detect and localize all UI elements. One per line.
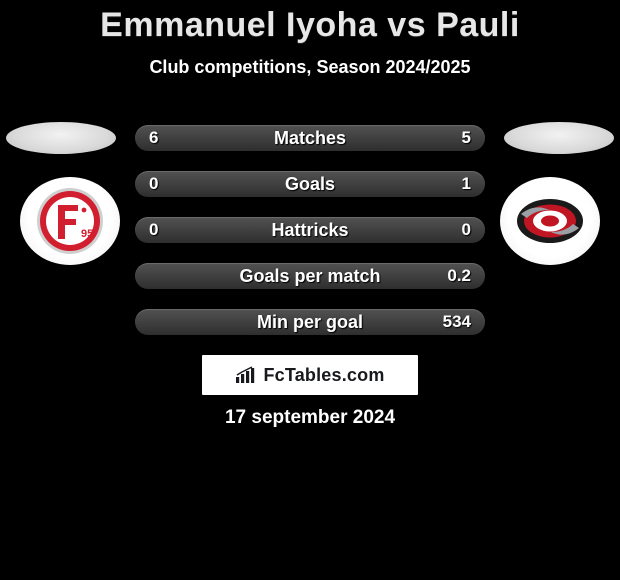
hurricane-logo-icon [515,196,585,246]
player-ellipse-right [504,122,614,154]
player-ellipse-left [6,122,116,154]
stat-right-value: 534 [443,309,471,335]
stat-right-value: 0 [462,217,471,243]
main-title: Emmanuel Iyoha vs Pauli [0,0,620,45]
stat-label: Min per goal [135,309,485,335]
svg-text:95: 95 [81,228,93,240]
brand-text: FcTables.com [263,365,384,386]
stat-label: Goals per match [135,263,485,289]
subtitle: Club competitions, Season 2024/2025 [0,57,620,78]
stat-row: 0 Goals 1 [135,171,485,197]
infographic-root: Emmanuel Iyoha vs Pauli Club competition… [0,0,620,580]
club-badge-left: 95 [20,177,120,265]
stat-label: Hattricks [135,217,485,243]
stat-right-value: 1 [462,171,471,197]
stat-row: Goals per match 0.2 [135,263,485,289]
stat-right-value: 5 [462,125,471,151]
stats-list: 6 Matches 5 0 Goals 1 0 Hattricks 0 Goal… [135,125,485,355]
date-text: 17 september 2024 [0,407,620,429]
stat-row: 6 Matches 5 [135,125,485,151]
bar-chart-icon [235,366,257,384]
stat-label: Goals [135,171,485,197]
stat-row: Min per goal 534 [135,309,485,335]
stat-row: 0 Hattricks 0 [135,217,485,243]
stat-label: Matches [135,125,485,151]
stat-right-value: 0.2 [447,263,471,289]
fortuna-logo-icon: 95 [36,187,104,255]
brand-box: FcTables.com [202,355,418,395]
club-badge-right [500,177,600,265]
